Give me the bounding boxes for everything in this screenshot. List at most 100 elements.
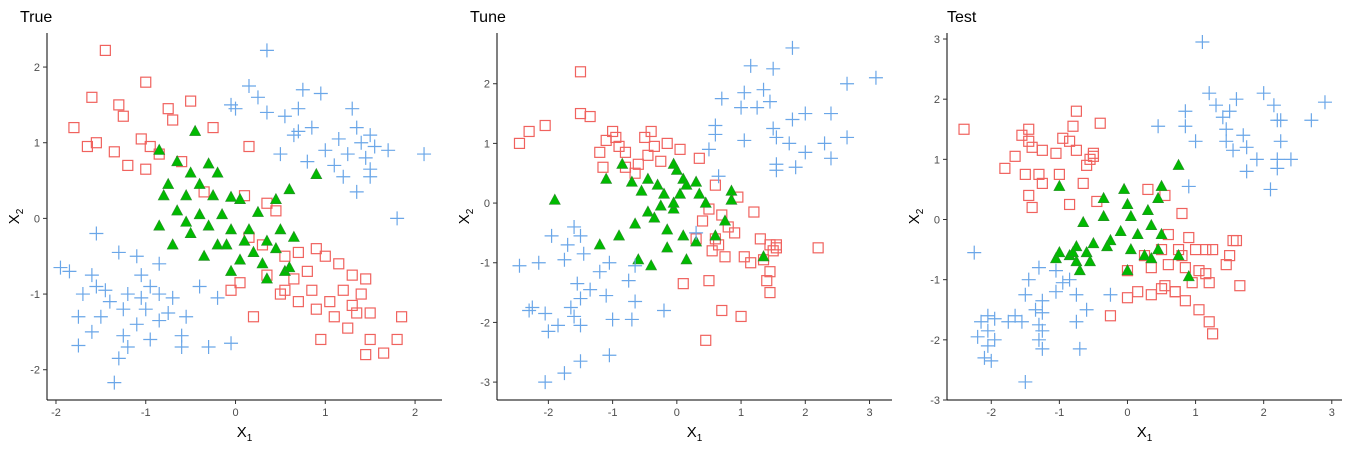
data-point-square <box>706 245 718 257</box>
data-point-plus <box>798 106 813 121</box>
data-point-plus <box>1069 314 1084 329</box>
data-point-square <box>396 311 408 323</box>
data-point-plus <box>823 106 838 121</box>
data-point-plus <box>1226 143 1241 158</box>
data-point-square <box>1203 316 1215 328</box>
data-point-plus <box>1178 104 1193 119</box>
data-point-triangle <box>548 193 561 205</box>
data-point-triangle <box>593 238 606 250</box>
data-point-plus <box>1018 287 1033 302</box>
data-point-square <box>288 273 300 285</box>
data-point-triangle <box>1152 191 1165 203</box>
data-point-triangle <box>1145 251 1158 264</box>
data-point-plus <box>327 158 342 173</box>
data-point-square <box>315 333 327 346</box>
data-point-square <box>324 296 336 308</box>
y-tick-label: -1 <box>480 258 490 270</box>
data-point-plus <box>102 294 117 309</box>
data-point-square <box>1023 189 1035 202</box>
series-plus <box>967 35 1332 389</box>
data-point-square <box>1155 283 1168 295</box>
series-square <box>513 66 824 346</box>
data-point-plus <box>358 150 373 165</box>
data-point-triangle <box>171 155 184 167</box>
data-point-plus <box>599 288 614 303</box>
data-point-triangle <box>1172 248 1185 261</box>
data-point-plus <box>259 105 274 120</box>
data-point-plus <box>573 228 588 243</box>
data-point-square <box>674 143 686 155</box>
data-point-square <box>319 250 331 262</box>
data-point-triangle <box>677 229 690 241</box>
data-point-square <box>719 251 731 263</box>
data-point-plus <box>291 101 306 116</box>
data-point-plus <box>1263 182 1278 197</box>
data-point-square <box>1019 168 1031 180</box>
y-tick-label: 2 <box>34 62 40 74</box>
data-point-square <box>1084 153 1096 165</box>
data-point-square <box>113 99 125 111</box>
data-point-square <box>301 265 313 277</box>
data-point-square <box>770 239 782 251</box>
data-point-plus <box>531 255 546 270</box>
data-point-plus <box>116 302 131 317</box>
data-point-triangle <box>1077 215 1090 228</box>
data-point-square <box>1207 243 1219 256</box>
data-point-plus <box>250 90 265 105</box>
data-point-plus <box>967 245 982 260</box>
data-point-square <box>1016 129 1028 141</box>
data-point-square <box>999 162 1011 174</box>
data-point-square <box>584 110 596 123</box>
data-point-triangle <box>654 199 667 211</box>
data-point-triangle <box>238 234 251 246</box>
data-point-square <box>958 123 970 135</box>
data-point-triangle <box>1097 191 1110 203</box>
data-point-square <box>207 121 219 134</box>
data-point-plus <box>1031 317 1046 332</box>
data-point-triangle <box>1131 227 1144 240</box>
data-point-square <box>274 288 287 300</box>
data-point-triangle <box>256 257 269 269</box>
data-point-plus <box>71 309 86 324</box>
data-point-square <box>1230 234 1243 247</box>
data-point-square <box>1036 177 1048 190</box>
data-point-plus <box>734 100 749 115</box>
data-point-square <box>86 91 98 103</box>
series-plus <box>53 43 432 390</box>
y-tick-label: -2 <box>30 365 40 377</box>
data-point-triangle <box>1121 197 1134 209</box>
data-point-triangle <box>251 205 264 217</box>
x-tick-label: 0 <box>674 407 680 419</box>
data-point-plus <box>1256 86 1271 101</box>
y-tick-label: 0 <box>484 198 490 210</box>
data-point-triangle <box>1124 209 1137 221</box>
data-point-plus <box>1001 314 1016 329</box>
data-point-square <box>1081 159 1093 171</box>
data-point-triangle <box>193 207 206 220</box>
data-point-plus <box>143 332 158 347</box>
data-point-square <box>761 275 773 287</box>
data-point-triangle <box>180 215 193 227</box>
data-point-triangle <box>719 214 732 226</box>
data-point-triangle <box>635 184 648 196</box>
data-point-plus <box>551 318 566 333</box>
data-point-plus <box>111 245 126 260</box>
data-point-plus <box>769 163 784 178</box>
data-point-plus <box>602 255 617 270</box>
data-point-triangle <box>1155 179 1168 191</box>
data-point-plus <box>987 332 1002 347</box>
data-point-plus <box>701 142 716 157</box>
data-point-square <box>574 66 587 78</box>
y-tick-label: 1 <box>934 154 940 166</box>
data-point-plus <box>1031 332 1046 347</box>
data-point-square <box>1203 277 1215 289</box>
data-point-plus <box>1031 260 1046 275</box>
data-point-plus <box>134 268 149 283</box>
data-point-plus <box>111 351 126 366</box>
data-point-triangle <box>690 175 703 187</box>
data-point-plus <box>1151 119 1166 134</box>
data-point-plus <box>107 375 122 390</box>
data-point-square <box>185 95 197 107</box>
data-point-plus <box>977 350 992 365</box>
